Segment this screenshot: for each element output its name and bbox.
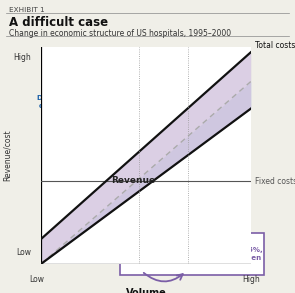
Text: Change in economic structure of US hospitals, 1995–2000: Change in economic structure of US hospi…: [9, 29, 231, 38]
Text: Fixed costs: Fixed costs: [255, 177, 295, 186]
Text: . . . thus driving higher, by 25–35%,
the volume required to break even: . . . thus driving higher, by 25–35%, th…: [121, 247, 263, 261]
Text: A difficult case: A difficult case: [9, 16, 108, 29]
FancyBboxPatch shape: [43, 76, 160, 136]
Text: Total costs: Total costs: [255, 41, 295, 50]
Text: Low: Low: [30, 275, 45, 284]
Text: Revenue: Revenue: [112, 176, 155, 185]
Text: EXHIBIT 1: EXHIBIT 1: [9, 7, 45, 13]
Text: High: High: [13, 53, 31, 62]
FancyBboxPatch shape: [120, 233, 264, 275]
Text: Volume: Volume: [126, 287, 166, 293]
Text: Low: Low: [16, 248, 31, 257]
Text: Declines in reimbursement have
caused slope of revenue line to
decline 10–15% . : Declines in reimbursement have caused sl…: [37, 95, 166, 117]
Text: High: High: [242, 275, 260, 284]
Text: Revenue/cost: Revenue/cost: [3, 130, 12, 181]
